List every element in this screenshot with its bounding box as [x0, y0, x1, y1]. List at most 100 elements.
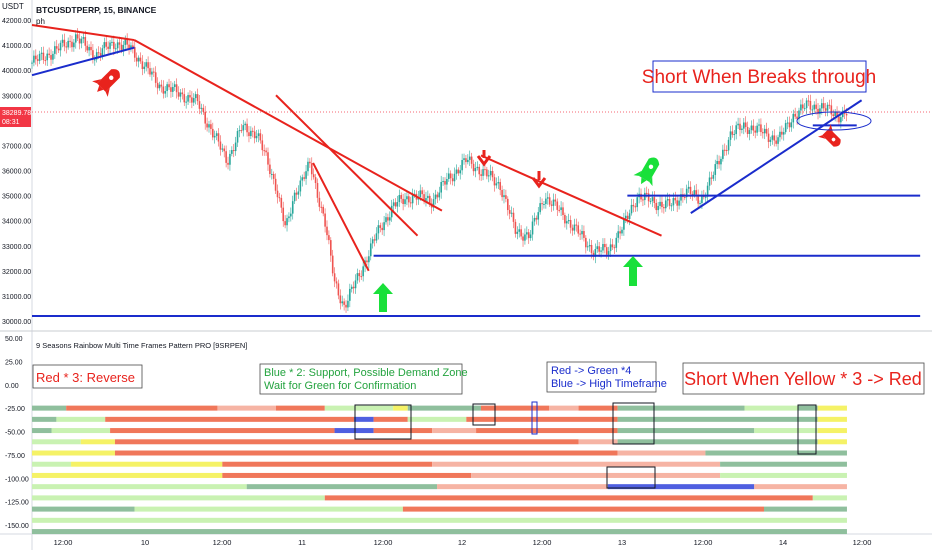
note-blue-support-1: Blue * 2: Support, Possible Demand Zone [264, 367, 468, 379]
indicator-title[interactable]: 9 Seasons Rainbow Multi Time Frames Patt… [36, 341, 247, 350]
rainbow-segment [32, 461, 72, 467]
candle-body [459, 170, 462, 174]
candle-body [57, 48, 60, 51]
candle-body [305, 171, 307, 179]
candle-body [821, 103, 823, 109]
candle-body [366, 260, 368, 263]
candle-body [383, 222, 385, 231]
candle-body [179, 92, 182, 97]
rainbow-segment [222, 472, 472, 478]
candle-body [680, 194, 682, 201]
trend-lines[interactable] [31, 24, 921, 317]
candle-body [65, 46, 68, 48]
blue-trend-line[interactable] [690, 99, 863, 214]
candle-body [385, 217, 387, 223]
red-trend-line[interactable] [31, 24, 135, 42]
candle-body [133, 47, 136, 58]
candle-body [575, 224, 578, 226]
candle-body [425, 198, 427, 201]
candle-body [286, 218, 288, 226]
candle-body [554, 199, 557, 202]
green-up-arrow-icon [623, 256, 643, 286]
candle-body [446, 178, 448, 185]
rainbow-segment [32, 529, 847, 535]
rainbow-segment [334, 428, 374, 434]
price-tick-label: 31000.00 [2, 294, 31, 301]
candle-body [219, 141, 222, 150]
highlight-box [606, 466, 656, 489]
candle-body [661, 201, 663, 208]
candle-body [40, 52, 43, 54]
candle-body [409, 202, 412, 204]
candle-body [552, 199, 555, 206]
candle-body [265, 150, 267, 153]
red-trend-line[interactable] [275, 94, 419, 237]
candles [31, 28, 848, 313]
candle-body [805, 100, 808, 109]
time-tick-label: 12:00 [533, 538, 552, 547]
price-tick-label: 30000.00 [2, 319, 31, 326]
candle-body [215, 133, 218, 136]
candle-body [811, 109, 814, 111]
candle-body [191, 97, 193, 103]
time-tick-label: 12:00 [54, 538, 73, 547]
candle-body [647, 193, 650, 202]
candle-body [668, 199, 671, 206]
candle-body [95, 52, 98, 60]
indicator-tick-label: -100.00 [5, 476, 29, 483]
candle-body [328, 235, 330, 241]
candle-body [377, 225, 380, 234]
rainbow-segment [617, 405, 745, 411]
candle-body [594, 249, 597, 257]
price-tick-label: 42000.00 [2, 18, 31, 25]
rainbow-segment [32, 428, 52, 434]
price-tick-label: 35000.00 [2, 194, 31, 201]
candle-body [529, 234, 532, 239]
rainbow-segment [476, 428, 618, 434]
candle-body [44, 60, 47, 62]
candle-body [50, 55, 52, 60]
price-tick-label: 36000.00 [2, 169, 31, 176]
candle-body [645, 192, 648, 194]
candle-body [467, 159, 469, 163]
candle-body [586, 246, 589, 248]
candle-body [615, 237, 618, 248]
price-axis[interactable]: 42000.0041000.0040000.0039000.0038000.00… [2, 18, 31, 326]
red-trend-line[interactable] [480, 154, 662, 237]
candle-body [712, 174, 715, 179]
candle-body [269, 164, 271, 174]
rainbow-segment [32, 495, 325, 501]
candle-body [543, 204, 545, 206]
candle-body [282, 207, 285, 222]
candle-body [453, 173, 456, 182]
price-tick-label: 37000.00 [2, 143, 31, 150]
candle-body [796, 116, 798, 119]
rainbow-segment [373, 416, 408, 422]
candle-body [845, 113, 848, 116]
candle-body [278, 197, 281, 199]
candle-body [63, 39, 66, 47]
red-trend-line[interactable] [133, 39, 443, 212]
candle-body [295, 192, 298, 195]
candle-body [653, 197, 656, 203]
candle-body [274, 178, 277, 191]
candle-body [301, 177, 304, 181]
candle-body [579, 233, 581, 235]
candle-body [59, 42, 62, 51]
blue-trend-line[interactable] [31, 46, 135, 77]
candle-body [815, 104, 817, 109]
candle-body [573, 224, 576, 231]
time-tick-label: 11 [298, 538, 306, 547]
rainbow-segment [32, 472, 223, 478]
red-trend-line[interactable] [312, 162, 370, 272]
candle-body [493, 177, 496, 186]
indicator-axis[interactable]: 50.00 25.00 0.00 -25.00 -50.00 -75.00 -100.00 -… [5, 336, 29, 530]
time-axis[interactable]: 12:00 10 12:00 11 12:00 12 12:00 13 12:00 14 12:00 [54, 538, 872, 547]
candle-body [503, 195, 505, 198]
candle-body [798, 110, 800, 119]
rainbow-segment [607, 484, 755, 490]
rainbow-segment [466, 416, 618, 422]
symbol-title[interactable]: BTCUSDTPERP, 15, BINANCE [36, 5, 157, 15]
rainbow-segment [754, 428, 818, 434]
